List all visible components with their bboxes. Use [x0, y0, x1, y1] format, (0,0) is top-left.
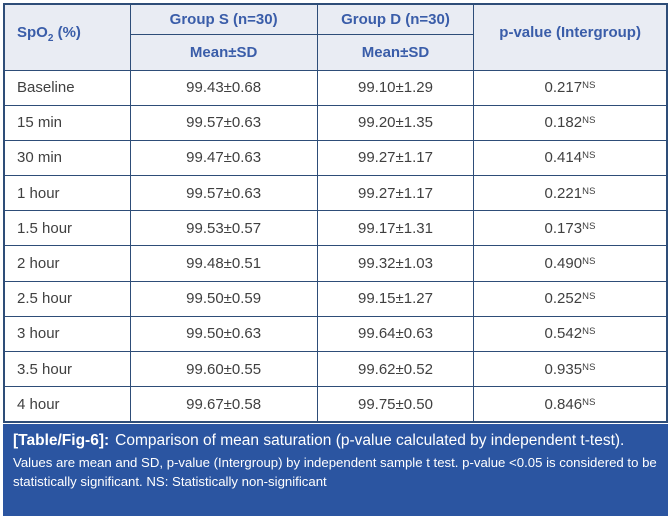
table-row: Baseline 99.43±0.68 99.10±1.29 0.217NS: [3, 69, 668, 106]
group-s-value-cell: 99.50±0.63: [129, 315, 318, 353]
subheader-mean-sd-d: Mean±SD: [316, 33, 475, 71]
table-header: SpO2 (%) Group S (n=30) Group D (n=30) p…: [3, 3, 668, 71]
group-s-value-cell: 99.48±0.51: [129, 245, 318, 282]
caption-title: [Table/Fig-6]: Comparison of mean saturat…: [13, 431, 658, 451]
spo2-prefix: SpO: [17, 24, 48, 42]
group-s-value-cell: 99.60±0.55: [129, 350, 318, 388]
pvalue-number: 0.217: [544, 79, 583, 97]
pvalue-number: 0.935: [544, 360, 583, 378]
pvalue-cell: 0.217NS: [473, 69, 668, 106]
group-d-value-cell: 99.27±1.17: [316, 175, 475, 212]
table-row: 4 hour 99.67±0.58 99.75±0.50 0.846NS: [3, 386, 668, 423]
time-cell: 15 min: [3, 104, 131, 141]
group-s-value-cell: 99.53±0.57: [129, 210, 318, 247]
pvalue-cell: 0.846NS: [473, 386, 668, 423]
pvalue-cell: 0.252NS: [473, 280, 668, 317]
time-cell: 3 hour: [3, 315, 131, 353]
figure-caption-band: [Table/Fig-6]: Comparison of mean saturat…: [3, 423, 668, 516]
pvalue-cell: 0.182NS: [473, 104, 668, 141]
group-d-value-cell: 99.27±1.17: [316, 139, 475, 177]
table-row: 2 hour 99.48±0.51 99.32±1.03 0.490NS: [3, 245, 668, 282]
ns-superscript: NS: [582, 361, 596, 373]
time-cell: 4 hour: [3, 386, 131, 423]
group-d-value-cell: 99.62±0.52: [316, 350, 475, 388]
ns-superscript: NS: [582, 150, 596, 162]
time-cell: 2 hour: [3, 245, 131, 282]
group-s-value-cell: 99.57±0.63: [129, 104, 318, 141]
table-figure: SpO2 (%) Group S (n=30) Group D (n=30) p…: [3, 3, 668, 516]
ns-superscript: NS: [582, 256, 596, 268]
pvalue-number: 0.490: [544, 255, 583, 273]
ns-superscript: NS: [582, 80, 596, 92]
group-d-value-cell: 99.20±1.35: [316, 104, 475, 141]
caption-note: Values are mean and SD, p-value (Intergr…: [13, 455, 657, 490]
pvalue-cell: 0.221NS: [473, 175, 668, 212]
pvalue-cell: 0.935NS: [473, 350, 668, 388]
pvalue-number: 0.221: [544, 184, 583, 202]
ns-superscript: NS: [582, 396, 596, 408]
group-s-value-cell: 99.67±0.58: [129, 386, 318, 423]
group-d-value-cell: 99.10±1.29: [316, 69, 475, 106]
pvalue-number: 0.542: [544, 325, 583, 343]
ns-superscript: NS: [582, 115, 596, 127]
col-header-pvalue: p-value (Intergroup): [473, 3, 668, 71]
pvalue-cell: 0.173NS: [473, 210, 668, 247]
caption-label: [Table/Fig-6]:: [13, 431, 110, 449]
table-row: 15 min 99.57±0.63 99.20±1.35 0.182NS: [3, 104, 668, 141]
time-cell: 30 min: [3, 139, 131, 177]
col-header-group-d: Group D (n=30): [316, 3, 475, 35]
pvalue-number: 0.846: [544, 395, 583, 413]
group-s-value-cell: 99.57±0.63: [129, 175, 318, 212]
table-row: 1 hour 99.57±0.63 99.27±1.17 0.221NS: [3, 175, 668, 212]
time-cell: 1 hour: [3, 175, 131, 212]
group-d-value-cell: 99.75±0.50: [316, 386, 475, 423]
ns-superscript: NS: [582, 220, 596, 232]
pvalue-number: 0.414: [544, 149, 583, 167]
table-row: 30 min 99.47±0.63 99.27±1.17 0.414NS: [3, 139, 668, 177]
caption-text: Comparison of mean saturation (p-value c…: [115, 431, 625, 449]
pvalue-number: 0.182: [544, 114, 583, 132]
table-body: Baseline 99.43±0.68 99.10±1.29 0.217NS 1…: [3, 69, 668, 423]
pvalue-number: 0.173: [544, 219, 583, 237]
table-row: 2.5 hour 99.50±0.59 99.15±1.27 0.252NS: [3, 280, 668, 317]
group-s-value-cell: 99.50±0.59: [129, 280, 318, 317]
pvalue-number: 0.252: [544, 290, 583, 308]
ns-superscript: NS: [582, 291, 596, 303]
table-row: 1.5 hour 99.53±0.57 99.17±1.31 0.173NS: [3, 210, 668, 247]
table-row: 3.5 hour 99.60±0.55 99.62±0.52 0.935NS: [3, 350, 668, 388]
spo2-subscript: 2: [47, 33, 54, 45]
group-d-value-cell: 99.64±0.63: [316, 315, 475, 353]
time-cell: 1.5 hour: [3, 210, 131, 247]
ns-superscript: NS: [582, 326, 596, 338]
group-s-value-cell: 99.47±0.63: [129, 139, 318, 177]
saturation-comparison-table: SpO2 (%) Group S (n=30) Group D (n=30) p…: [3, 3, 668, 423]
group-d-value-cell: 99.17±1.31: [316, 210, 475, 247]
time-cell: 3.5 hour: [3, 350, 131, 388]
time-cell: 2.5 hour: [3, 280, 131, 317]
spo2-suffix: (%): [53, 24, 81, 42]
subheader-mean-sd-s: Mean±SD: [129, 33, 318, 71]
table-row: 3 hour 99.50±0.63 99.64±0.63 0.542NS: [3, 315, 668, 353]
group-d-value-cell: 99.15±1.27: [316, 280, 475, 317]
col-header-group-s: Group S (n=30): [129, 3, 318, 35]
ns-superscript: NS: [582, 185, 596, 197]
group-d-value-cell: 99.32±1.03: [316, 245, 475, 282]
pvalue-cell: 0.542NS: [473, 315, 668, 353]
pvalue-cell: 0.490NS: [473, 245, 668, 282]
pvalue-cell: 0.414NS: [473, 139, 668, 177]
col-header-spo2: SpO2 (%): [3, 3, 131, 71]
group-s-value-cell: 99.43±0.68: [129, 69, 318, 106]
time-cell: Baseline: [3, 69, 131, 106]
